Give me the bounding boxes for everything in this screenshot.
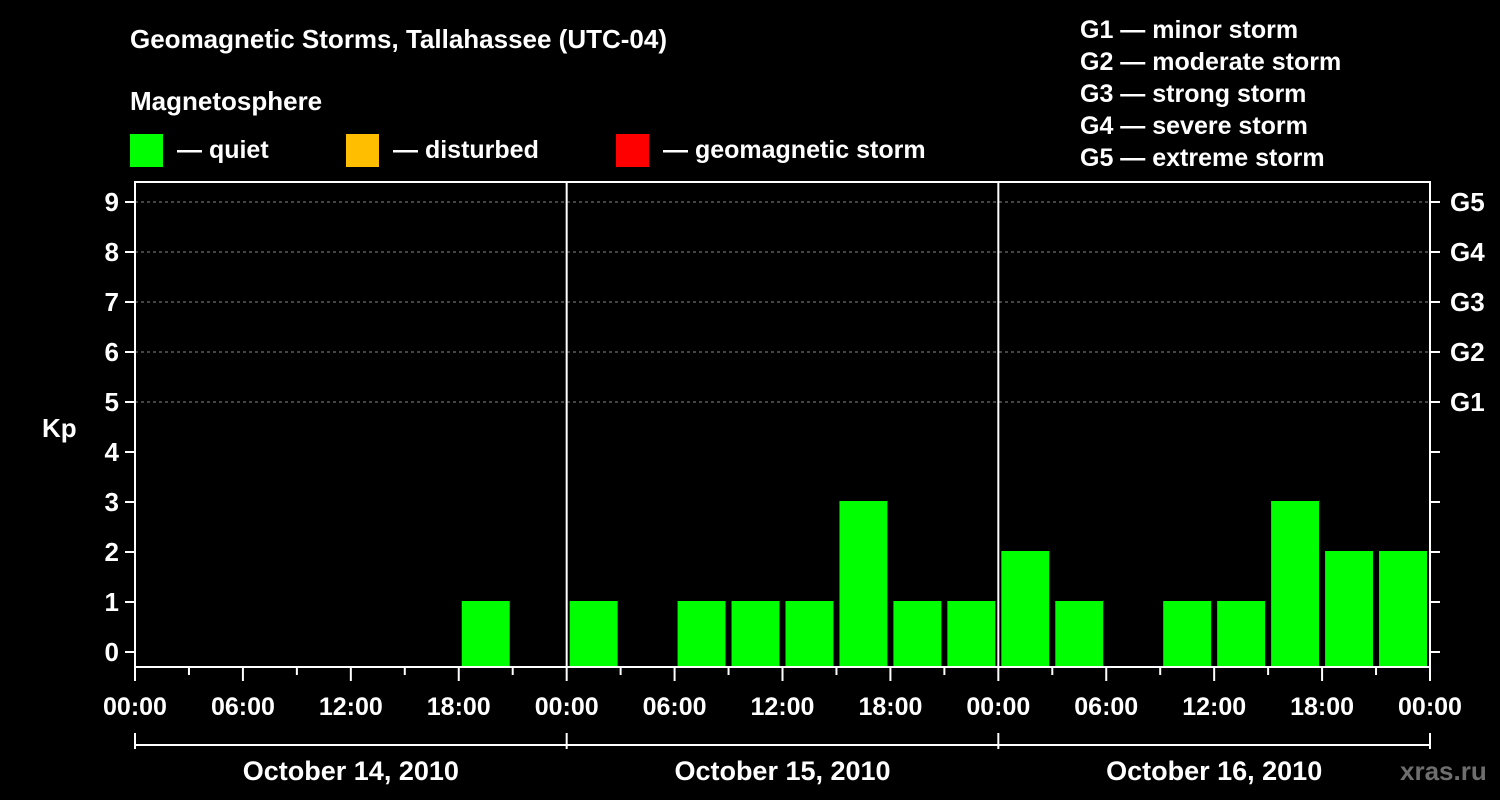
bar [1001,551,1050,667]
bar [731,601,780,667]
right-axis: G1 G2 G3 G4 G5 [1430,187,1485,653]
bars [461,501,1427,667]
y-tick-label: 2 [105,537,119,567]
bar [1271,501,1320,667]
bar [569,601,618,667]
legend-label-storm: — geomagnetic storm [663,136,926,164]
bar [1055,601,1104,667]
x-tick-label: 18:00 [1290,693,1354,721]
storm-level-label: G1 [1450,387,1485,417]
watermark: xras.ru [1400,756,1487,786]
legend-label-disturbed: — disturbed [393,136,539,164]
legend: — quiet — disturbed — geomagnetic storm [130,134,926,167]
storm-scale-g3: G3 — strong storm [1080,80,1306,108]
storm-level-label: G3 [1450,287,1485,317]
bar [1379,551,1427,667]
storm-scale-g2: G2 — moderate storm [1080,48,1341,76]
bar [1163,601,1212,667]
storm-scale-g1: G1 — minor storm [1080,16,1298,44]
y-tick-label: 8 [105,237,119,267]
legend-swatch-disturbed [346,134,379,167]
x-tick-label: 12:00 [751,693,815,721]
y-tick-label: 1 [105,587,119,617]
legend-label-quiet: — quiet [177,136,269,164]
x-tick-label: 00:00 [966,693,1030,721]
storm-level-label: G5 [1450,187,1485,217]
bar [677,601,726,667]
bar [461,601,510,667]
storm-scale-g5: G5 — extreme storm [1080,144,1325,172]
x-tick-label: 18:00 [427,693,491,721]
bar [1217,601,1266,667]
storm-level-label: G4 [1450,237,1485,267]
bar [1325,551,1374,667]
bar [785,601,834,667]
storm-scale-g4: G4 — severe storm [1080,112,1308,140]
x-axis: 00:00 06:00 12:00 18:00 00:00 06:00 12:00 18:00… [103,667,1462,721]
x-tick-label: 00:00 [1398,693,1462,721]
plot-border [134,181,1431,668]
y-tick-label: 3 [105,487,119,517]
y-tick-label: 9 [105,187,119,217]
x-tick-label: 00:00 [103,693,167,721]
x-tick-label: 06:00 [1074,693,1138,721]
date-label: October 16, 2010 [1106,756,1322,786]
x-tick-label: 18:00 [858,693,922,721]
y-axis: 0 1 2 3 4 5 6 7 8 9 [105,187,135,667]
chart-title: Geomagnetic Storms, Tallahassee (UTC-04) [130,24,667,54]
y-tick-label: 0 [105,637,119,667]
x-tick-label: 06:00 [211,693,275,721]
y-tick-label: 7 [105,287,119,317]
x-tick-label: 06:00 [643,693,707,721]
grid-lines [135,201,1430,403]
storm-scale: G1 — minor storm G2 — moderate storm G3 … [1080,16,1341,172]
date-label: October 15, 2010 [674,756,890,786]
y-axis-label: Kp [42,413,77,443]
storm-level-label: G2 [1450,337,1485,367]
y-tick-label: 4 [105,437,120,467]
bar [947,601,996,667]
legend-heading: Magnetosphere [130,86,322,116]
x-tick-label: 00:00 [535,693,599,721]
bar [839,501,888,667]
bar [893,601,942,667]
legend-swatch-quiet [130,134,163,167]
legend-swatch-storm [616,134,649,167]
date-axis: October 14, 2010 October 15, 2010 October … [134,733,1431,786]
x-tick-label: 12:00 [1182,693,1246,721]
y-tick-label: 5 [105,387,119,417]
plot-frame [134,181,1431,668]
y-tick-label: 6 [105,337,119,367]
x-tick-label: 12:00 [319,693,383,721]
date-label: October 14, 2010 [243,756,459,786]
